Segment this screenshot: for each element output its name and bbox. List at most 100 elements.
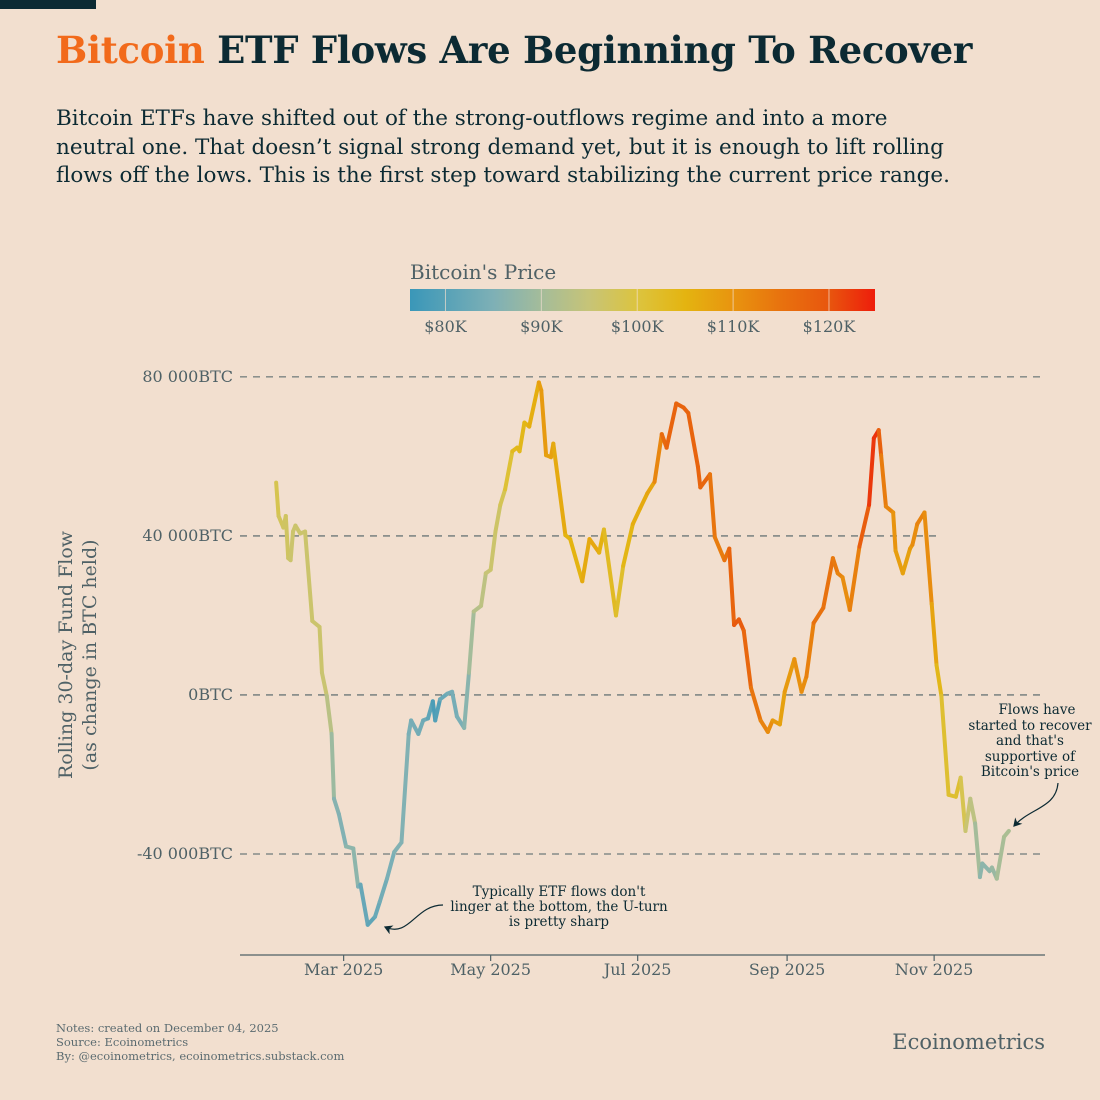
flow-line-segment [288,529,296,563]
annotation-right-line1: Flows have [999,702,1076,718]
flow-line-segment [283,514,291,561]
flow-line-segment [385,850,397,881]
flow-line-segment [934,663,944,698]
colorbar-tick-label: $110K [707,317,761,336]
subtitle: Bitcoin ETFs have shifted out of the str… [56,106,950,188]
flow-line-segment [630,506,643,526]
y-axis-sublabel: (as change in BTC held) [79,539,101,770]
flow-line-segment [929,601,939,668]
x-tick-label: Mar 2025 [304,960,383,979]
flow-line-segment [488,529,498,572]
flow-line-segment [324,693,334,736]
flow-line-segment [867,436,876,507]
annotation-right-arrow [1013,782,1059,827]
flow-line-segment [830,556,840,576]
by-text: By: @ecoinometrics, ecoinometrics.substa… [56,1049,345,1063]
flow-line-segment [331,796,341,816]
flow-line-segment [777,689,787,727]
flow-line-segment [539,388,549,458]
x-tick-label: May 2025 [450,960,531,979]
colorbar-tick-label: $120K [803,317,857,336]
flow-line-segment [891,510,898,553]
flow-line-segment [727,546,737,627]
annotation-right: Flows have started to recover and that's… [968,702,1092,827]
x-tick-label: Nov 2025 [895,960,973,979]
annotation-right-line4: supportive of [985,749,1076,765]
y-tick-label: 40 000BTC [142,526,233,545]
annotation-right-line3: and that's [996,733,1064,749]
flow-line-segment [939,693,951,797]
flow-line-segment [416,718,426,736]
flow-line-segment [782,657,797,694]
flow-line-segment [503,449,515,492]
flow-line-segment [336,811,349,849]
title-rest: ETF Flows Are Beginning To Recover [204,28,973,72]
flow-line-segment [479,571,488,608]
flow-line-segment [857,502,872,549]
flow-line-segment [765,718,775,734]
flow-line-segment [601,527,618,618]
flow-line-segment [493,502,503,534]
flow-line-segment [958,775,968,833]
page-title: Bitcoin ETF Flows Are Beginning To Recov… [56,28,972,72]
flow-line-segment [900,546,913,576]
colorbar-tick-label: $90K [520,317,564,336]
top-accent-bar [0,0,96,9]
flow-line-segment [792,657,804,694]
footer-notes: Notes: created on December 04, 2025 Sour… [56,1021,344,1063]
flow-line-segment [686,411,700,469]
flow-line-segment [621,521,635,568]
flow-line-segment [351,846,361,889]
flow-line-segment [372,899,382,919]
flow-line-segment [466,609,476,675]
flow-line-segment [613,563,626,618]
y-tick-label: -40 000BTC [137,844,233,863]
flow-line-segment [695,464,703,490]
flow-line-segment [893,548,905,576]
title-highlight: Bitcoin [56,28,205,72]
flow-line-segment [498,487,508,507]
flow-line-segment [968,796,978,826]
flow-line-segment [450,689,459,719]
annotation-right-line5: Bitcoin's price [981,764,1079,780]
flow-line-segment [462,670,471,730]
flow-line-segment [433,697,443,723]
colorbar-tick-label: $80K [424,317,468,336]
brand-logo-text: Ecoinometrics [892,1030,1045,1054]
annotation-bottom-line2: linger at the bottom, the U-turn [450,899,668,915]
flow-line-segment [922,510,934,606]
flow-line-segment [551,441,568,538]
flow-line-segment [910,521,920,547]
flow-line-segment [358,882,370,927]
flow-line-segment [527,380,541,429]
y-axis-label: Rolling 30-day Fund Flow [55,530,77,779]
flow-line-segment [1002,828,1011,839]
flow-line-segment [329,731,336,801]
flow-line-segment [876,428,884,458]
flow-line-segment [707,472,717,540]
flow-line-segment [274,480,281,519]
flow-line-segment [638,491,650,511]
colorbar-title: Bitcoin's Price [410,260,556,284]
flow-line-segment [973,821,982,880]
annotation-bottom-arrow [383,904,444,935]
flow-line-segment [736,617,746,633]
y-tick-label: 0BTC [188,685,233,704]
flow-line-segment [377,876,390,904]
flow-line-segment [319,670,329,698]
flow-line-segment [741,628,753,690]
flow-line-segment [587,537,602,555]
flow-line-segment [748,685,763,723]
colorbar [410,289,875,311]
annotation-bottom-line1: Typically ETF flows don't [473,884,646,900]
notes-text: Notes: created on December 04, 2025 [56,1021,279,1035]
annotation-right-line2: started to recover [968,718,1092,734]
flow-line-segment [799,674,809,694]
flow-line-segment [645,479,657,496]
flow-line-segment [568,537,585,584]
flow-line-segment [664,401,679,450]
flow-line-segment [994,834,1007,881]
flow-line-segment [317,624,324,675]
flow-line-segment [821,556,835,610]
